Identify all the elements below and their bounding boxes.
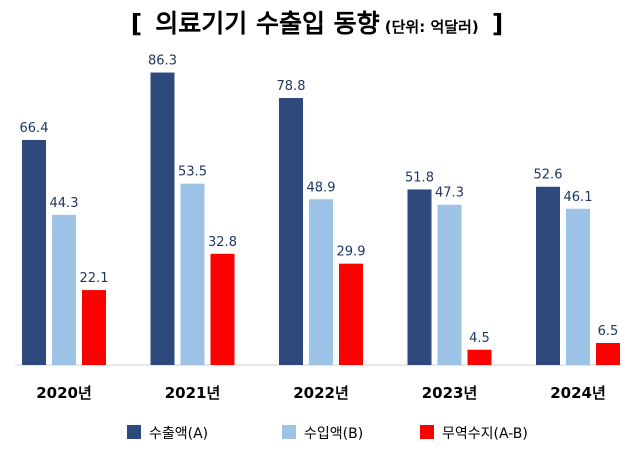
value-label: 46.1: [564, 190, 593, 205]
bar-2020년-2: [82, 290, 106, 365]
title-main: 의료기기 수출입 동향: [155, 9, 380, 38]
value-label: 53.5: [178, 165, 207, 180]
bar-2021년-0: [150, 72, 175, 366]
legend-swatch: [420, 425, 434, 439]
legend-label: 수입액(B): [304, 426, 363, 442]
value-label: 4.5: [469, 331, 490, 346]
category-label: 2024년: [550, 384, 606, 402]
bar-2020년-0: [22, 139, 46, 365]
bar-2021년-1: [180, 183, 205, 365]
title-bracket-open: [: [130, 9, 143, 38]
value-label: 6.5: [598, 324, 619, 339]
bar-2022년-0: [279, 97, 303, 365]
bar-2023년-1: [437, 204, 462, 365]
title-unit: (단위: 억달러): [384, 18, 479, 36]
value-label: 51.8: [405, 170, 434, 185]
legend-label: 수출액(A): [149, 426, 208, 442]
bar-2024년-1: [566, 208, 590, 365]
bar-2020년-1: [52, 214, 76, 365]
value-label: 44.3: [50, 196, 79, 211]
category-labels-group: 2020년 2021년 2022년 2023년 2024년: [36, 384, 606, 402]
value-label: 66.4: [20, 121, 49, 136]
bar-2023년-0: [407, 189, 432, 365]
category-label: 2020년: [36, 384, 92, 402]
legend: 수출액(A) 수입액(B) 무역수지(A-B): [127, 425, 528, 442]
value-label: 32.8: [208, 235, 237, 250]
title-bracket-close: ]: [491, 9, 504, 38]
bar-2024년-2: [596, 342, 620, 365]
value-label: 78.8: [277, 79, 306, 94]
category-label: 2021년: [165, 384, 221, 402]
bar-2023년-2: [467, 349, 492, 365]
bars-group: [22, 72, 620, 366]
category-label: 2023년: [422, 384, 478, 402]
legend-swatch: [282, 425, 296, 439]
value-label: 86.3: [148, 54, 177, 69]
chart-title: [ 의료기기 수출입 동향 (단위: 억달러) ]: [0, 4, 634, 40]
value-label: 52.6: [534, 168, 563, 183]
value-label: 48.9: [307, 180, 336, 195]
bar-2024년-0: [536, 186, 560, 365]
value-label: 22.1: [80, 271, 109, 286]
bar-2022년-2: [339, 263, 363, 365]
value-label: 29.9: [337, 245, 366, 260]
bar-2022년-1: [309, 199, 333, 365]
legend-swatch: [127, 425, 141, 439]
bar-2021년-2: [210, 253, 235, 365]
value-label: 47.3: [435, 186, 464, 201]
legend-label: 무역수지(A-B): [442, 426, 528, 442]
category-label: 2022년: [293, 384, 349, 402]
value-labels-group: 66.4 44.3 22.1 86.3 53.5 32.8 78.8 48.9 29.9 51.8…: [20, 54, 619, 346]
